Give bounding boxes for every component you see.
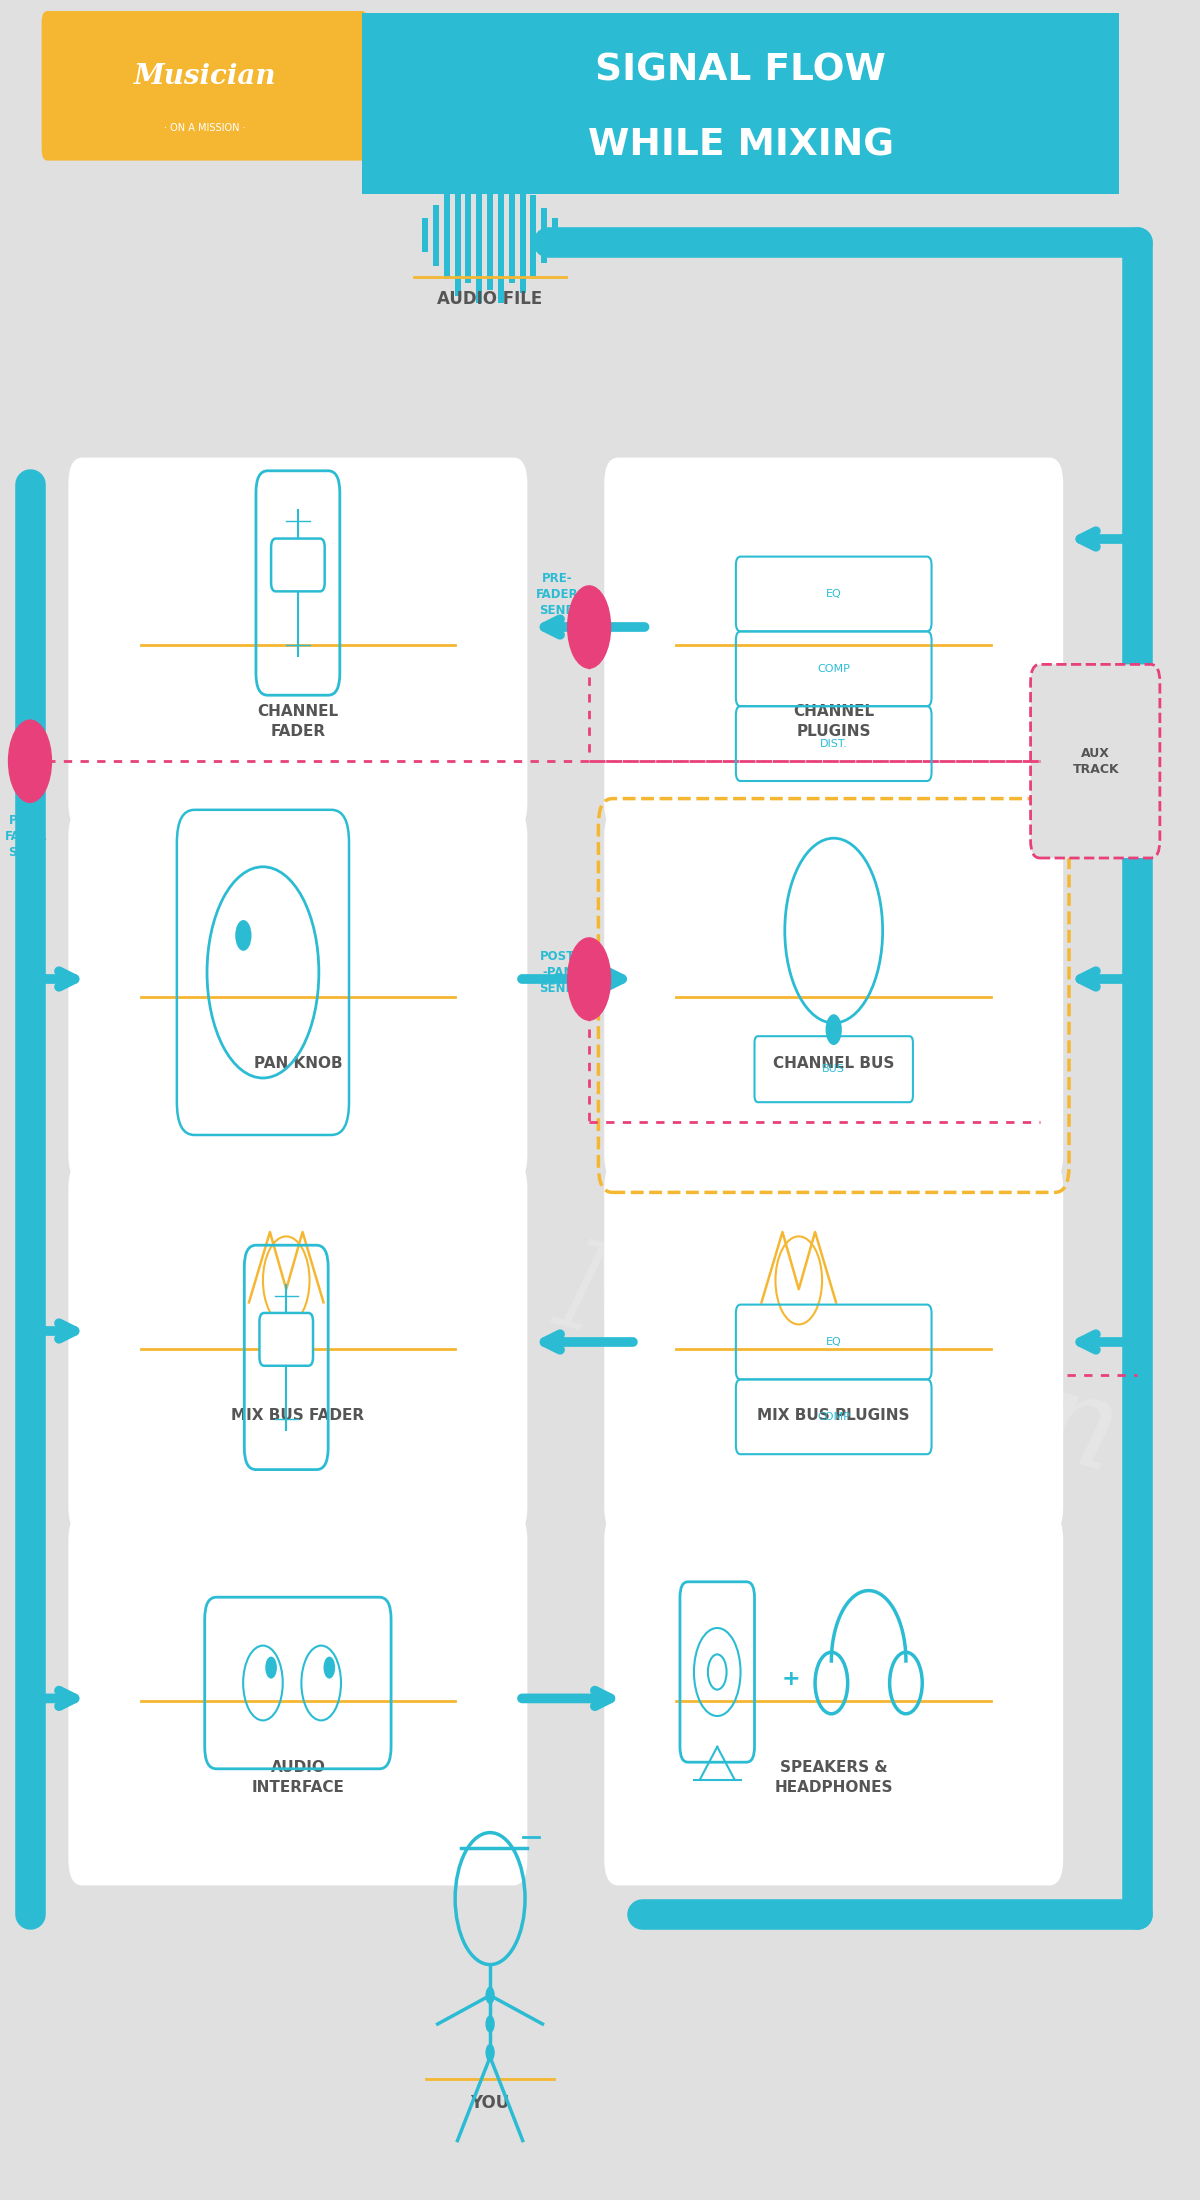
Text: EQ: EQ — [826, 590, 841, 598]
Text: AUX
TRACK: AUX TRACK — [1073, 746, 1120, 777]
Text: MIX BUS PLUGINS: MIX BUS PLUGINS — [757, 1408, 910, 1423]
Circle shape — [8, 719, 52, 803]
FancyBboxPatch shape — [68, 1514, 527, 1885]
Circle shape — [566, 585, 611, 669]
FancyBboxPatch shape — [271, 539, 325, 592]
Text: COMP: COMP — [817, 1412, 850, 1421]
Bar — [552, 218, 558, 253]
Text: · ON A MISSION ·: · ON A MISSION · — [164, 123, 246, 132]
Text: AUDIO
INTERFACE: AUDIO INTERFACE — [252, 1760, 344, 1795]
FancyBboxPatch shape — [605, 1514, 1063, 1885]
Text: COMP: COMP — [817, 664, 850, 673]
Text: CHANNEL
PLUGINS: CHANNEL PLUGINS — [793, 704, 875, 739]
FancyBboxPatch shape — [42, 11, 367, 161]
Bar — [476, 167, 482, 304]
Text: AUDIO FILE: AUDIO FILE — [438, 290, 542, 308]
FancyBboxPatch shape — [68, 458, 527, 829]
Bar — [422, 218, 428, 253]
Bar — [541, 209, 547, 262]
Text: PRE-
FADER
SEND: PRE- FADER SEND — [536, 572, 578, 616]
Text: BUS: BUS — [822, 1065, 845, 1074]
Bar — [466, 187, 472, 284]
Text: EQ: EQ — [826, 1338, 841, 1346]
FancyBboxPatch shape — [68, 1162, 527, 1533]
Bar — [498, 167, 504, 304]
Text: Musician: Musician — [133, 64, 276, 90]
FancyBboxPatch shape — [259, 1313, 313, 1366]
Text: +: + — [781, 1668, 800, 1690]
Circle shape — [265, 1657, 277, 1679]
Circle shape — [324, 1657, 335, 1679]
FancyBboxPatch shape — [68, 810, 527, 1181]
Text: PAN KNOB: PAN KNOB — [253, 1056, 342, 1071]
Text: Musician: Musician — [545, 1230, 1134, 1498]
Bar — [530, 196, 536, 275]
Circle shape — [826, 1014, 842, 1045]
FancyBboxPatch shape — [605, 458, 1063, 829]
Bar — [455, 174, 461, 297]
Text: POST
-PAN
SEND: POST -PAN SEND — [540, 950, 576, 994]
Bar — [433, 205, 439, 266]
Circle shape — [486, 2044, 494, 2061]
Circle shape — [486, 2015, 494, 2033]
Bar — [362, 13, 1120, 194]
Text: SPEAKERS &
HEADPHONES: SPEAKERS & HEADPHONES — [774, 1760, 893, 1795]
Text: YOU: YOU — [470, 2094, 510, 2112]
FancyBboxPatch shape — [1031, 664, 1160, 858]
Circle shape — [235, 920, 252, 950]
Text: POST
FADER
SEND: POST FADER SEND — [5, 814, 48, 858]
Circle shape — [566, 937, 611, 1021]
FancyBboxPatch shape — [605, 1162, 1063, 1533]
Text: WHILE MIXING: WHILE MIXING — [588, 128, 894, 163]
FancyBboxPatch shape — [605, 810, 1063, 1181]
Bar — [520, 178, 526, 293]
Bar — [509, 187, 515, 284]
Text: SIGNAL FLOW: SIGNAL FLOW — [595, 53, 886, 88]
Text: DIST.: DIST. — [820, 739, 847, 748]
Text: MIX BUS FADER: MIX BUS FADER — [232, 1408, 365, 1423]
Bar — [487, 180, 493, 290]
Bar — [444, 191, 450, 279]
Circle shape — [486, 1987, 494, 2004]
Text: CHANNEL BUS: CHANNEL BUS — [773, 1056, 894, 1071]
Text: CHANNEL
FADER: CHANNEL FADER — [257, 704, 338, 739]
